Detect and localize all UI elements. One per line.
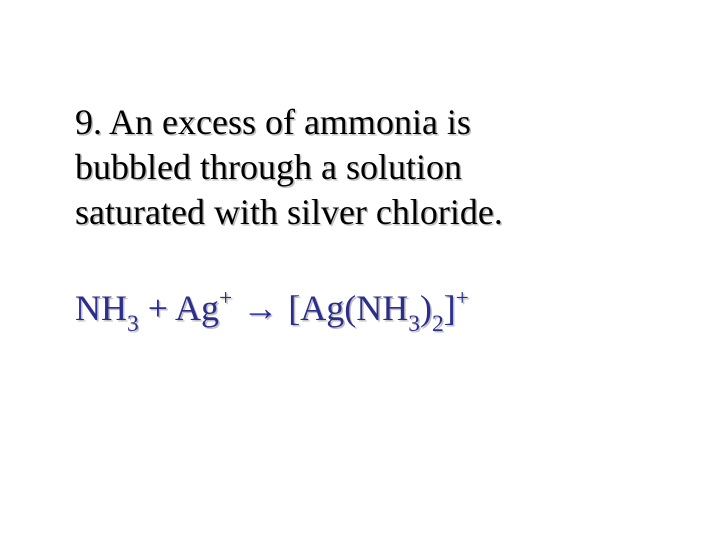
chemical-equation: NH3 + Ag+ → [Ag(NH3)2]+ [75,285,650,336]
slide: 9. An excess of ammonia is bubbled throu… [0,0,720,540]
question-line-2: bubbled through a solution [75,147,462,187]
plus-sign: + [139,288,175,328]
product-sub-3: 3 [408,311,420,337]
question-line-3: saturated with silver chloride. [75,192,503,232]
reaction-arrow: → [232,287,288,328]
product-sub-2: 2 [432,311,444,337]
reactant-nh3-sub: 3 [127,311,139,337]
product-sup-plus: + [456,285,469,311]
reactant-nh3-base: NH [75,288,127,328]
question-line-1: 9. An excess of ammonia is [75,102,471,142]
reactant-ag-base: Ag [175,288,219,328]
question-text: 9. An excess of ammonia is bubbled throu… [75,100,650,235]
product-open: [Ag(NH [288,288,408,328]
product-close-paren: ) [420,288,432,328]
reactant-ag-sup: + [219,285,232,311]
product-close-bracket: ] [444,288,456,328]
